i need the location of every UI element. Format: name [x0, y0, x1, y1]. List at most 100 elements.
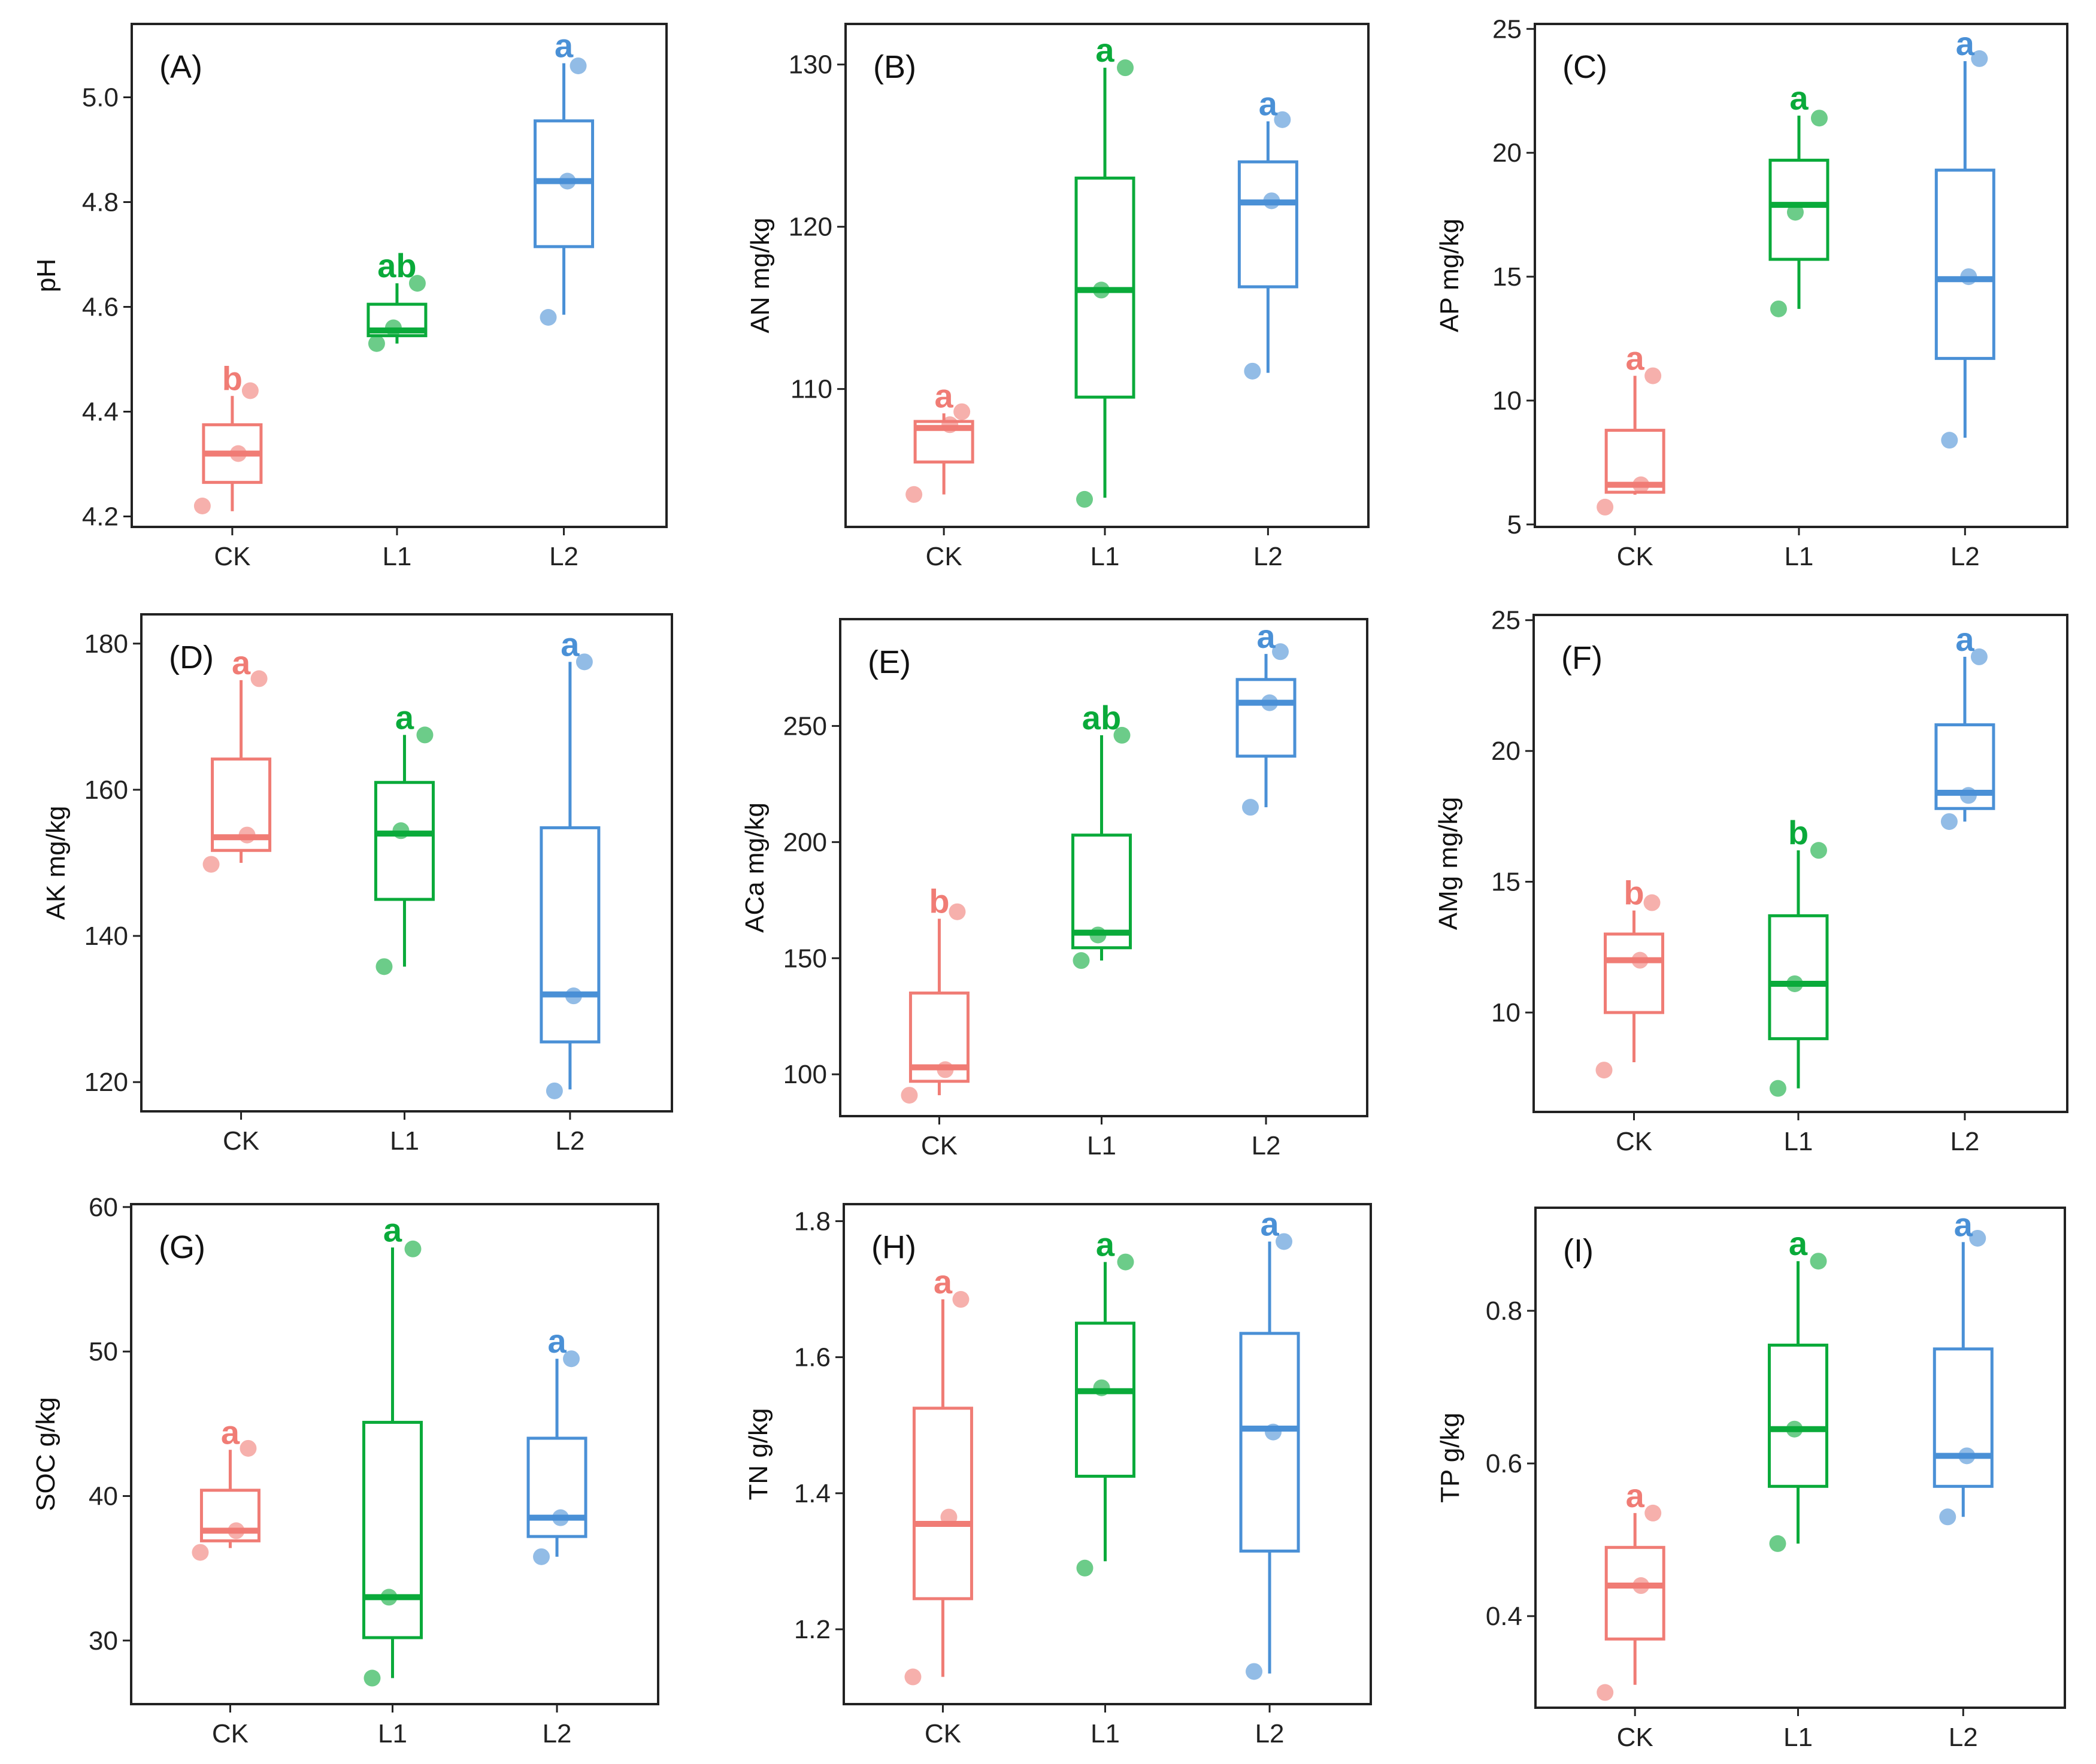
- box-l2: L2 a: [526, 1322, 587, 1748]
- data-point: [1265, 1423, 1282, 1441]
- significance-letter: a: [1260, 1205, 1279, 1242]
- y-axis-title: TN g/kg: [744, 1408, 773, 1500]
- box-l1: L1 a: [1768, 79, 1830, 571]
- panel-label: (B): [873, 49, 916, 85]
- data-point: [1597, 1684, 1614, 1701]
- data-point: [1786, 975, 1803, 992]
- data-point: [1770, 300, 1787, 317]
- data-point: [552, 1509, 570, 1526]
- iqr-box: [1239, 1332, 1300, 1553]
- y-tick-label: 200: [783, 828, 827, 857]
- data-point: [1644, 1504, 1662, 1521]
- data-point: [941, 416, 959, 434]
- panel-frame: [140, 613, 673, 1113]
- box-ck: CK b: [901, 882, 970, 1160]
- x-tick-label: L2: [543, 1719, 572, 1748]
- box-ck: CK a: [1597, 1477, 1665, 1752]
- box-l2: L2 a: [534, 27, 595, 571]
- iqr-box: [199, 1489, 261, 1542]
- significance-letter: a: [1256, 617, 1276, 655]
- data-point: [1076, 490, 1094, 508]
- x-tick-label: L1: [390, 1126, 419, 1156]
- y-tick-label: 30: [89, 1626, 118, 1656]
- data-point: [1769, 1535, 1786, 1552]
- panel-i: 0.4 0.6 0.8 TP g/kg (I) CK a L1 a L2 a: [1435, 1205, 2066, 1752]
- data-point: [565, 987, 582, 1005]
- data-point: [563, 1350, 580, 1368]
- x-tick-label: CK: [1617, 542, 1653, 571]
- box-l1: L1 a: [1074, 31, 1135, 571]
- data-point: [392, 822, 410, 839]
- data-point: [1941, 432, 1958, 449]
- data-point: [937, 1061, 954, 1078]
- iqr-box: [374, 781, 435, 901]
- panel-frame: [839, 618, 1368, 1117]
- data-point: [1810, 842, 1827, 859]
- y-tick-label: 50: [89, 1337, 118, 1366]
- panel-frame: [1534, 23, 2068, 528]
- box-l2: L2 a: [1933, 1205, 1994, 1752]
- data-point: [1246, 1663, 1263, 1680]
- iqr-box: [1604, 429, 1665, 494]
- y-axis-title: AN mg/kg: [746, 217, 775, 333]
- data-point: [364, 1669, 381, 1687]
- significance-letter: a: [1789, 79, 1809, 117]
- box-l1: L1 ab: [1071, 699, 1132, 1160]
- data-point: [238, 826, 256, 844]
- data-point: [1597, 498, 1614, 516]
- significance-letter: a: [547, 1322, 567, 1360]
- x-tick-label: L1: [1783, 1723, 1813, 1752]
- iqr-box: [362, 1420, 423, 1639]
- data-point: [1274, 111, 1291, 128]
- y-tick-label: 100: [783, 1060, 827, 1089]
- data-point: [416, 726, 434, 744]
- significance-letter: a: [561, 625, 580, 663]
- x-tick-label: L2: [1252, 1131, 1281, 1160]
- iqr-box: [1767, 1343, 1828, 1488]
- panel-d: 120 140 160 180 AK mg/kg (D) CK a L1 a L2 a: [41, 613, 673, 1156]
- significance-letter: a: [232, 644, 251, 681]
- significance-letter: a: [1789, 1225, 1808, 1262]
- box-ck: CK a: [192, 1413, 261, 1748]
- iqr-box: [1768, 914, 1829, 1041]
- significance-letter: a: [1096, 1226, 1115, 1263]
- panel-c: 5 10 15 20 25 AP mg/kg (C) CK a L1 a L2 a: [1435, 14, 2068, 571]
- data-point: [1969, 1229, 1986, 1247]
- data-point: [1632, 476, 1650, 493]
- iqr-box: [367, 302, 428, 338]
- y-tick-label: 5: [1507, 510, 1522, 539]
- panel-a: 4.2 4.4 4.6 4.8 5.0 pH (A) CK b L1 ab L2 a: [32, 23, 668, 571]
- data-point: [380, 1589, 398, 1606]
- x-tick-label: L1: [1091, 542, 1120, 571]
- box-l1: L1 a: [374, 698, 435, 1156]
- significance-letter: a: [221, 1413, 240, 1451]
- x-tick-label: L2: [1253, 542, 1283, 571]
- data-point: [904, 1668, 922, 1686]
- data-point: [1786, 1420, 1803, 1438]
- panel-label: (D): [169, 639, 214, 675]
- data-point: [901, 1087, 918, 1104]
- box-ck: CK a: [905, 377, 974, 571]
- significance-letter: a: [1626, 340, 1645, 377]
- y-tick-label: 20: [1492, 138, 1522, 168]
- panel-label: (G): [159, 1229, 205, 1265]
- data-point: [384, 319, 402, 337]
- data-point: [229, 445, 247, 462]
- significance-letter: a: [1956, 25, 1975, 62]
- y-tick-label: 60: [89, 1193, 118, 1222]
- x-tick-label: L2: [1949, 1723, 1978, 1752]
- iqr-box: [1237, 160, 1298, 289]
- significance-letter: b: [929, 882, 949, 920]
- data-point: [559, 172, 576, 190]
- iqr-box: [1934, 723, 1995, 810]
- data-point: [1093, 1379, 1110, 1396]
- data-point: [1644, 367, 1662, 384]
- box-ck: CK b: [1595, 874, 1665, 1156]
- data-point: [1261, 694, 1279, 711]
- y-tick-label: 15: [1492, 262, 1522, 292]
- panel-frame: [844, 23, 1370, 528]
- data-point: [408, 275, 426, 292]
- data-point: [241, 382, 259, 399]
- significance-letter: b: [222, 359, 243, 397]
- panel-label: (I): [1563, 1233, 1594, 1269]
